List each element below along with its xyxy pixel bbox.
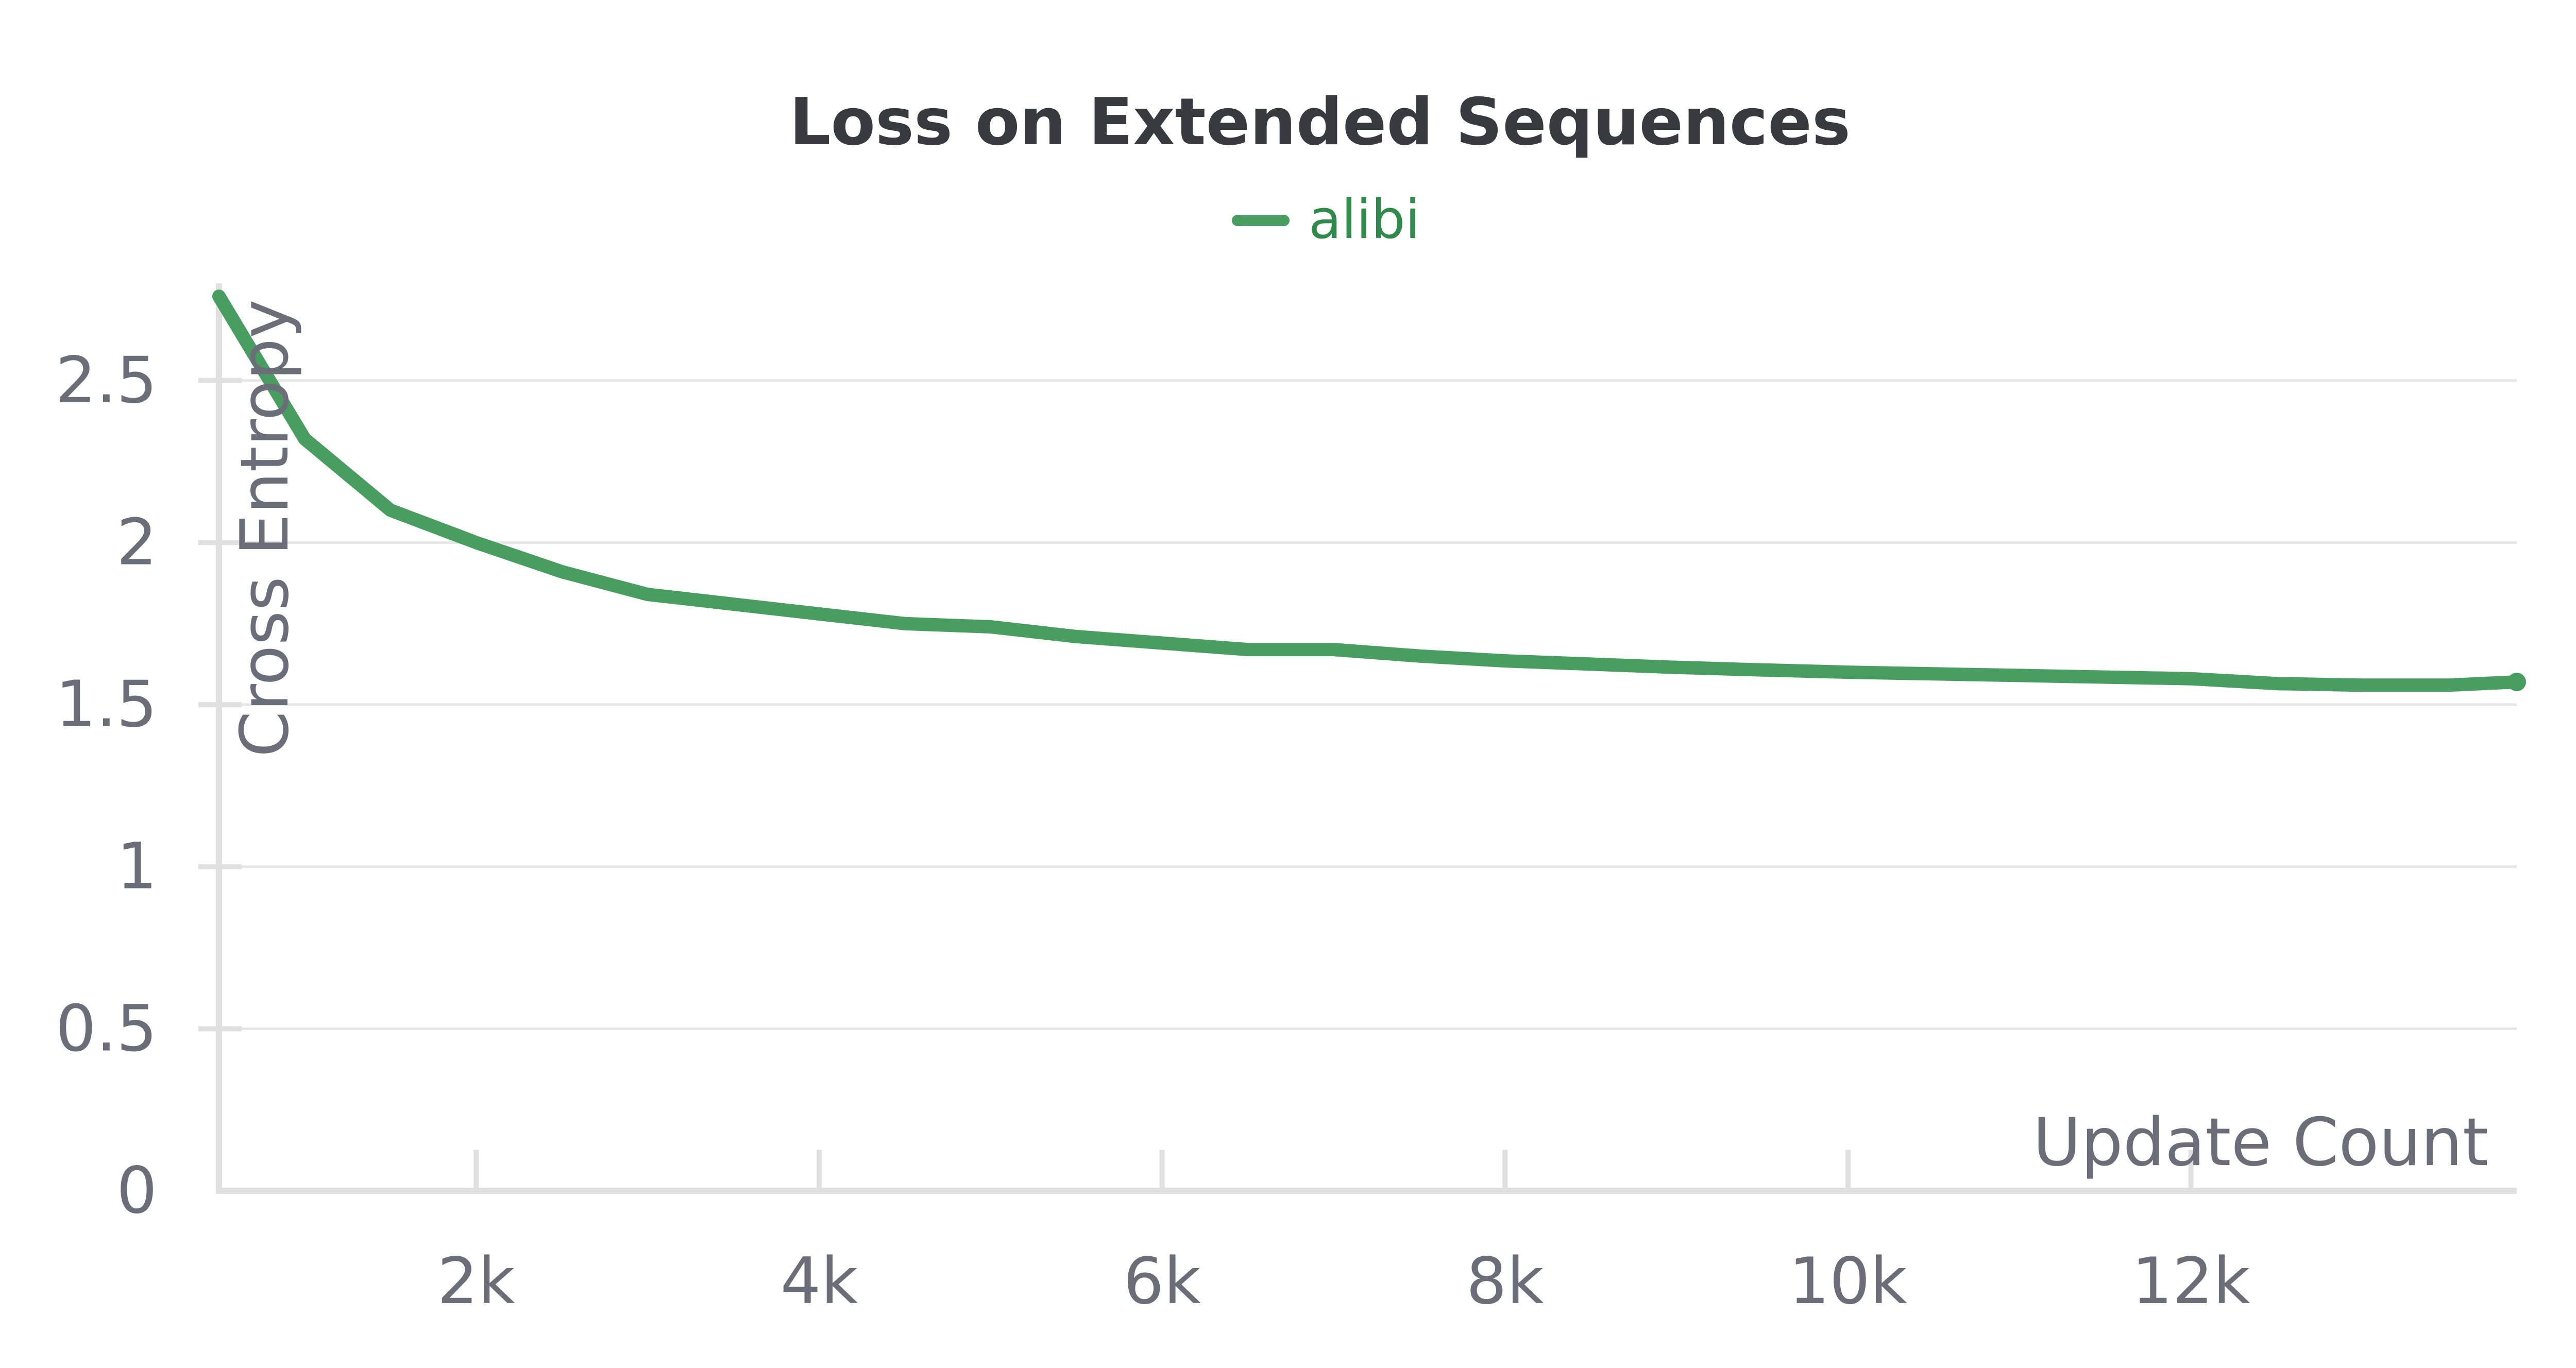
axes <box>216 283 2517 1194</box>
legend-label-alibi: alibi <box>1309 188 1420 251</box>
x-tick-label: 6k <box>1123 1244 1201 1319</box>
series-endpoint-alibi[interactable] <box>2507 673 2526 692</box>
series-layer <box>212 289 2526 692</box>
y-tick-label: 0.5 <box>56 991 157 1066</box>
x-axis-label: Update Count <box>2033 1104 2488 1181</box>
legend[interactable]: alibi <box>1232 188 1420 251</box>
x-tick-label: 10k <box>1789 1244 1907 1319</box>
x-tick-label: 2k <box>437 1244 515 1319</box>
y-tick-label: 1 <box>116 830 157 904</box>
y-tick-label: 0 <box>116 1154 157 1228</box>
y-tick-label: 2 <box>116 505 157 579</box>
y-tick-label: 2.5 <box>56 344 157 418</box>
x-tick-label: 12k <box>2132 1244 2250 1319</box>
grid-lines <box>198 379 2517 1030</box>
y-tick-label: 1.5 <box>56 668 157 742</box>
y-axis-label: Cross Entropy <box>227 299 303 757</box>
series-line-alibi[interactable] <box>212 289 2523 692</box>
x-tick-label: 8k <box>1466 1244 1544 1319</box>
chart-title: Loss on Extended Sequences <box>789 84 1851 160</box>
x-tick-label: 4k <box>781 1244 858 1319</box>
x-axis-ticks: 2k 4k 6k 8k 10k 12k <box>437 1150 2250 1319</box>
y-axis-ticks: 0 0.5 1 1.5 2 2.5 <box>56 344 242 1228</box>
